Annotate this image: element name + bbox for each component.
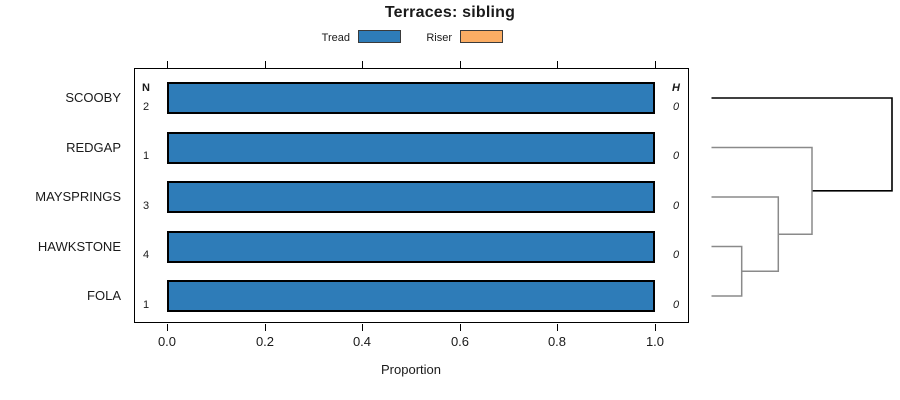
x-tick-label: 0.8: [547, 334, 567, 349]
h-column-header: H: [672, 81, 680, 94]
h-value: 0: [672, 100, 680, 113]
legend-label-tread: Tread: [321, 32, 350, 44]
top-tick: [460, 61, 461, 68]
h-value: 0: [672, 249, 680, 261]
row-label-fola: FOLA: [87, 288, 121, 303]
row-label-hawkstone: HAWKSTONE: [37, 238, 121, 254]
top-tick: [265, 61, 266, 68]
x-tick-label: 0.2: [255, 334, 275, 349]
h-value: 0: [672, 150, 680, 162]
n-value: 2: [142, 100, 150, 113]
n-value: 1: [142, 298, 150, 311]
n-value: 1: [142, 150, 150, 162]
x-tick-label: 0.6: [450, 334, 470, 349]
row-label-redgap: REDGAP: [66, 139, 121, 155]
h-value: 0: [672, 199, 680, 212]
bottom-tick: [655, 324, 656, 331]
x-tick-label: 0.0: [157, 334, 177, 349]
bottom-tick: [557, 324, 558, 331]
bar-tread-hawkstone: [167, 230, 655, 263]
x-axis-title: Proportion: [381, 362, 441, 377]
x-tick-label: 0.4: [352, 334, 372, 349]
bar-tread-fola: [167, 280, 655, 312]
bottom-tick: [265, 324, 266, 331]
top-tick: [655, 61, 656, 68]
n-column-header: N: [142, 81, 150, 94]
bottom-tick: [460, 324, 461, 331]
bar-tread-redgap: [167, 131, 655, 164]
n-value: 3: [142, 199, 150, 212]
legend-swatch-tread: [358, 30, 401, 43]
row-label-maysprings: MAYSPRINGS: [35, 189, 121, 204]
top-tick: [557, 61, 558, 68]
h-value: 0: [672, 298, 680, 311]
bar-tread-scooby: [167, 82, 655, 114]
x-tick-label: 1.0: [645, 334, 665, 349]
top-tick: [167, 61, 168, 68]
bar-tread-maysprings: [167, 181, 655, 213]
legend-swatch-riser: [460, 30, 503, 43]
top-tick: [362, 61, 363, 68]
n-value: 4: [142, 249, 150, 261]
chart-title: Terraces: sibling: [384, 4, 516, 21]
legend-label-riser: Riser: [426, 32, 452, 44]
bottom-tick: [167, 324, 168, 331]
row-label-scooby: SCOOBY: [65, 90, 121, 105]
bottom-tick: [362, 324, 363, 331]
